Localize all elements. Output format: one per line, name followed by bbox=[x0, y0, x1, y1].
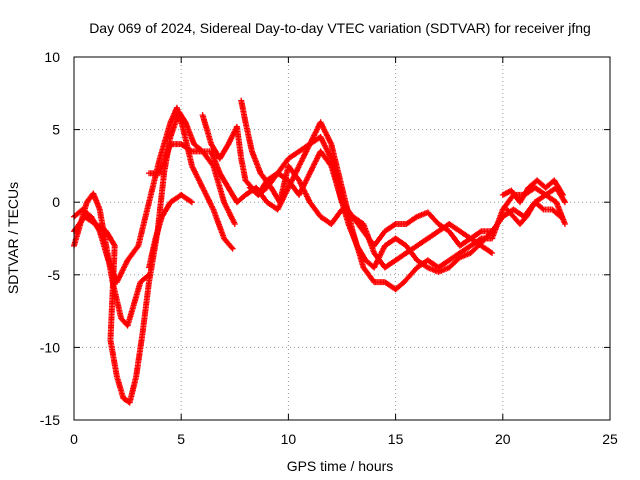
y-tick-label: -10 bbox=[40, 339, 60, 355]
chart-title: Day 069 of 2024, Sidereal Day-to-day VTE… bbox=[89, 20, 591, 36]
y-tick-label: -5 bbox=[48, 267, 61, 283]
x-axis-label: GPS time / hours bbox=[287, 458, 394, 474]
y-tick-label: -15 bbox=[40, 412, 60, 428]
y-tick-label: 5 bbox=[52, 122, 60, 138]
data-series-track-10 bbox=[504, 199, 564, 227]
axis-ticks: 0 5 10 15 20 25 -15 -10 -5 0 5 10 bbox=[40, 49, 618, 447]
x-tick-label: 25 bbox=[602, 431, 618, 447]
data-points bbox=[71, 97, 568, 406]
x-tick-label: 15 bbox=[388, 431, 404, 447]
data-series-track-9 bbox=[499, 177, 566, 206]
y-tick-label: 0 bbox=[52, 194, 60, 210]
x-tick-label: 5 bbox=[177, 431, 185, 447]
plot-area bbox=[74, 57, 610, 420]
plot-border bbox=[73, 56, 611, 421]
x-tick-label: 20 bbox=[495, 431, 511, 447]
y-tick-label: 10 bbox=[44, 49, 60, 65]
data-series-track-5 bbox=[146, 191, 195, 271]
x-tick-label: 10 bbox=[281, 431, 297, 447]
x-tick-label: 0 bbox=[70, 431, 78, 447]
y-axis-label: SDTVAR / TECUs bbox=[5, 182, 21, 294]
